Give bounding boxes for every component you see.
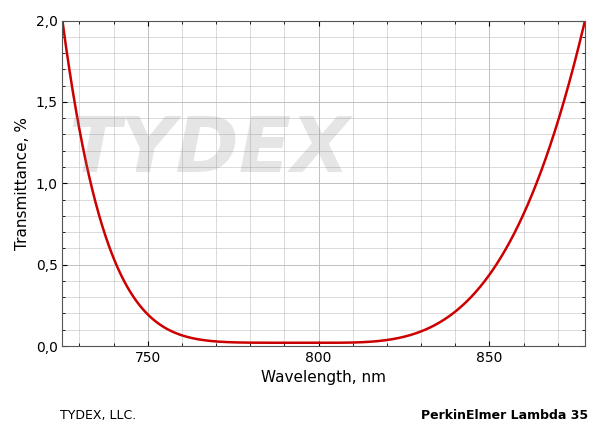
Text: TYDEX, LLC.: TYDEX, LLC. <box>60 409 136 422</box>
Text: PerkinElmer Lambda 35: PerkinElmer Lambda 35 <box>421 409 588 422</box>
Text: TYDEX: TYDEX <box>68 114 350 188</box>
Y-axis label: Transmittance, %: Transmittance, % <box>15 117 30 250</box>
X-axis label: Wavelength, nm: Wavelength, nm <box>261 371 386 386</box>
